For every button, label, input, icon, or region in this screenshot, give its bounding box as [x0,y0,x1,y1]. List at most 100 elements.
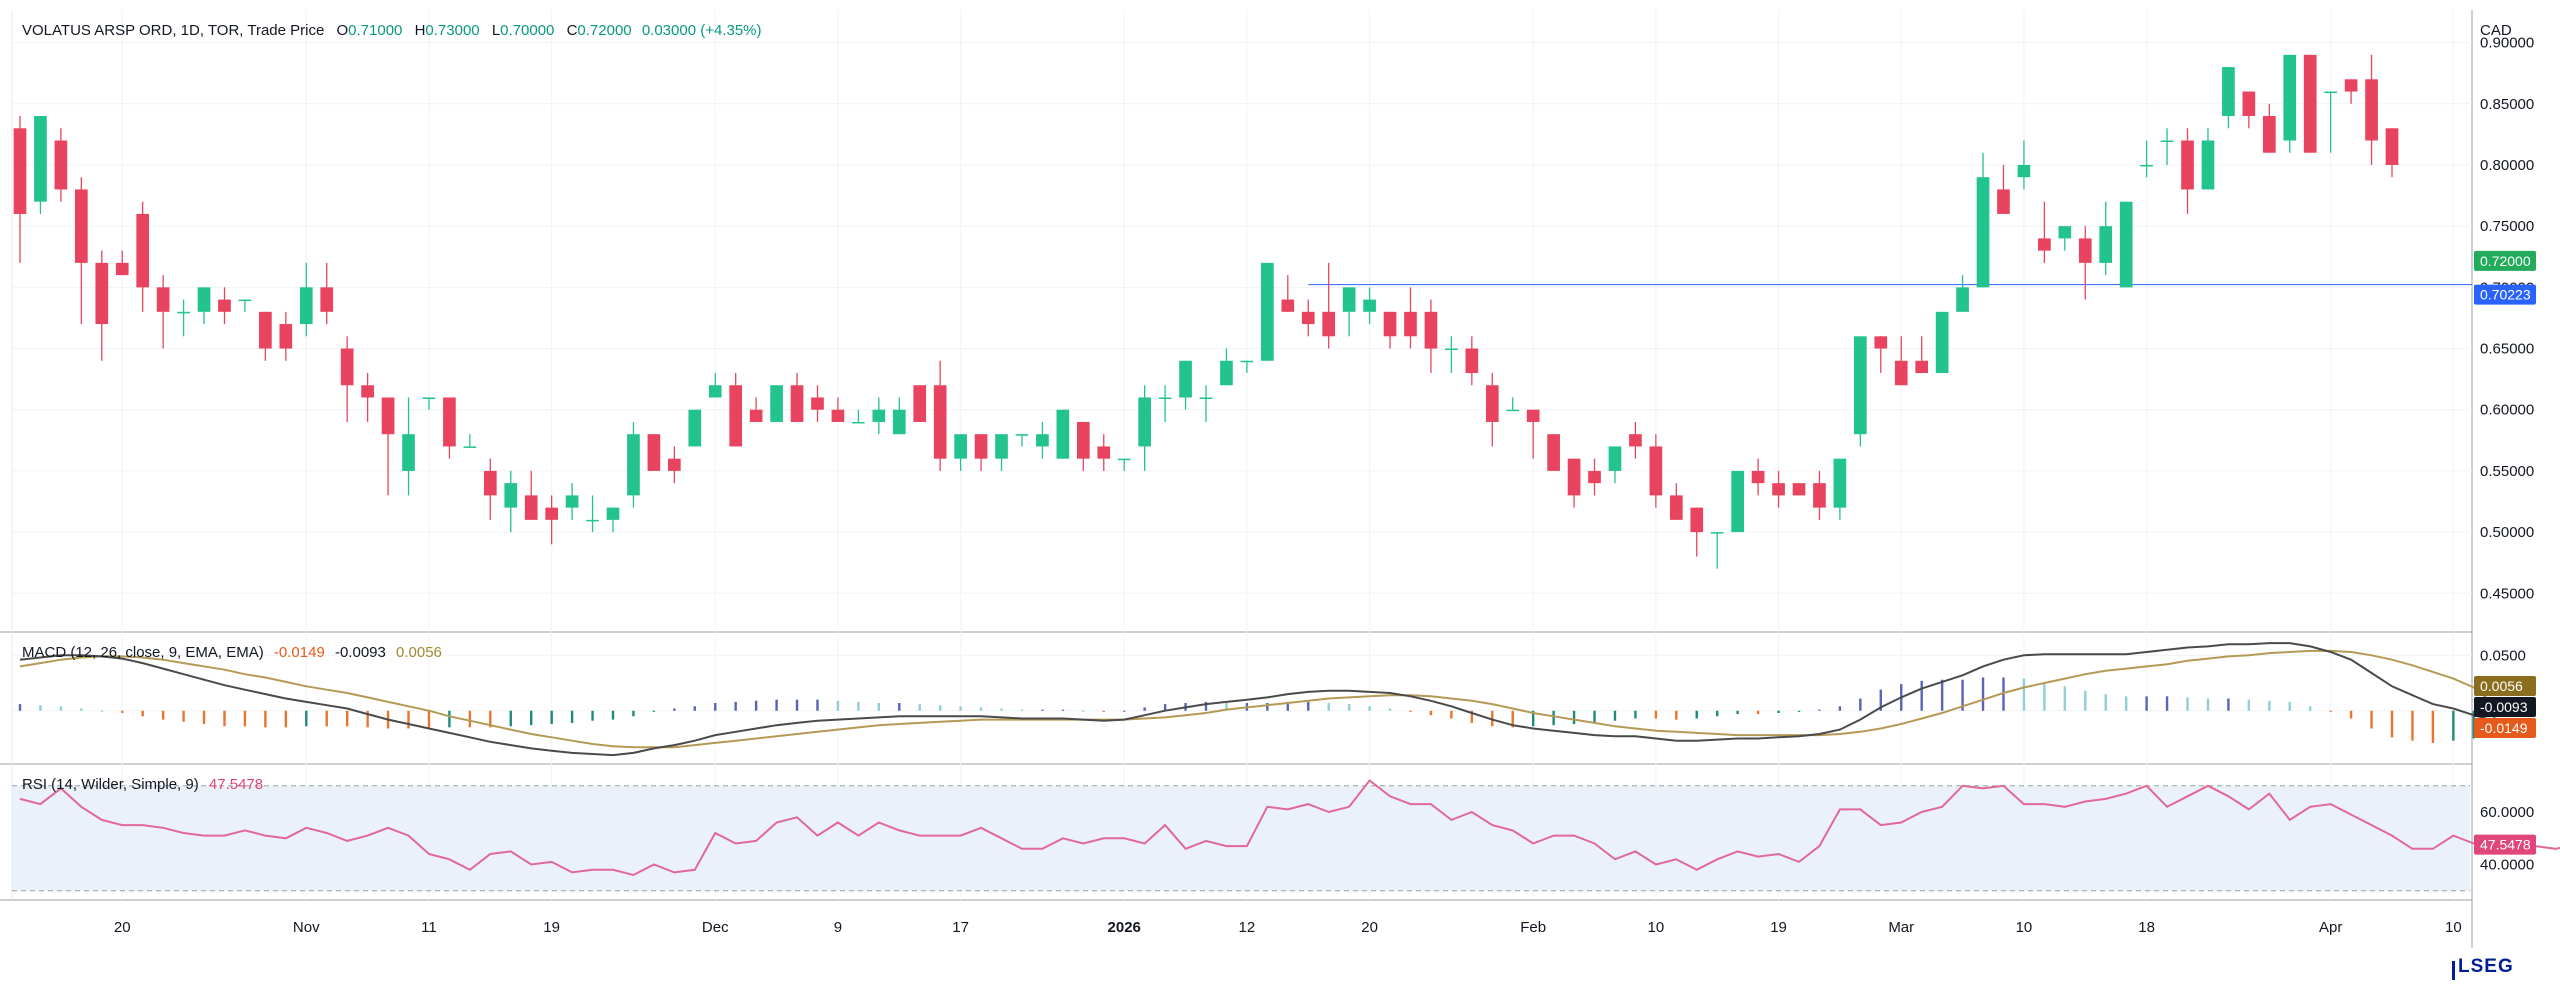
macd-histogram-bar [305,710,308,727]
rsi-band [12,785,2470,891]
candle-body [299,287,313,325]
time-tick-label: 20 [114,919,131,936]
macd-histogram-bar [570,710,574,723]
candle-body [913,385,927,422]
candle-body [565,495,579,508]
macd-histogram-bar [1347,704,1351,711]
open-label: O [336,22,349,39]
reference-price-tag: 0.70223 [2480,287,2531,303]
candle-body [872,409,886,422]
macd-histogram-bar [1307,701,1310,711]
candle-body [2058,226,2072,239]
rsi-line [19,779,2560,877]
candle-body [238,299,252,302]
candle-body [1138,397,1151,447]
candle-body [2385,128,2399,165]
candle-body [2078,238,2092,263]
macd-histogram-bar [1470,710,1474,723]
time-tick-label: 19 [543,919,560,936]
candle-body [2242,91,2256,117]
candle-body [668,458,681,471]
candle-body [1792,483,1806,496]
candle-body [2140,164,2153,167]
macd-histogram-bar [1061,709,1065,711]
candle-body [790,385,804,422]
macd-histogram-bar [877,702,881,711]
macd-histogram-bar [1327,702,1330,711]
candle-body [933,385,947,459]
candle-body [115,262,129,276]
macd-histogram-bar [979,707,983,711]
macd-histogram-bar [1552,710,1555,726]
candle-body [95,262,109,325]
candle-body [1976,177,1990,288]
candle-body [647,434,661,471]
macd-histogram-bar [918,704,921,711]
macd-histogram-bar [223,710,226,727]
macd-tick-label: 0.0500 [2480,647,2526,664]
candle-body [177,311,190,314]
macd-histogram-bar [2022,678,2026,711]
macd-histogram-bar [2104,694,2107,711]
macd-histogram-bar [2288,701,2291,711]
candle-body [1874,336,1888,349]
candle-body [136,213,150,288]
candle-body [75,189,88,263]
signal-line [19,649,2495,749]
macd-histogram-bar [2145,696,2148,711]
macd-value-tag: -0.0093 [2480,699,2528,715]
candle-body [1731,470,1744,533]
macd-histogram-bar [284,710,288,728]
macd-histogram-bar [1204,701,1208,711]
macd-histogram-bar [161,710,165,720]
candle-body [1301,311,1315,325]
macd-histogram-bar [550,710,553,725]
candle-body [995,434,1008,459]
macd-histogram-bar [2227,698,2230,711]
change-value: 0.03000 (+4.35%) [641,22,762,39]
candle-body [1076,421,1090,459]
open-value: 0.71000 [348,22,403,39]
candle-body [1649,446,1663,496]
macd-legend-macd: -0.0093 [334,644,386,661]
candle-body [1629,434,1642,447]
macd-histogram-bar [366,710,369,728]
candle-body [1117,458,1131,461]
time-tick-label: 18 [2138,919,2155,936]
candle-body [811,397,824,410]
macd-histogram-bar [2124,696,2128,711]
macd-histogram-bar [509,710,512,727]
candle-body [1690,507,1704,533]
candle-body [2324,91,2337,94]
macd-histogram-bar [2472,710,2475,739]
low-label: L [491,22,501,39]
macd-histogram-bar [734,701,737,711]
high-label: H [414,22,426,39]
macd-histogram-bar [2329,710,2332,712]
macd-histogram-bar [1572,710,1576,725]
macd-histogram-bar [530,710,533,726]
time-tick-label: Feb [1520,919,1546,936]
macd-histogram-bar [1082,710,1085,712]
candle-body [954,434,967,459]
candle-body [1547,434,1560,471]
candle-body [1956,287,1969,312]
candle-body [974,434,988,459]
candle-body [1506,409,1520,412]
candle-body [1772,483,1785,496]
candle-body [1608,446,1622,471]
candle-body [1567,458,1581,496]
candle-body [1342,287,1356,312]
macd-histogram-bar [39,705,42,711]
macd-histogram-bar [1756,710,1760,715]
macd-histogram-bar [1920,680,1923,711]
macd-histogram-bar [2063,686,2067,711]
candle-body [1854,336,1867,435]
candle-body [483,470,497,496]
rsi-legend: RSI (14, Wilder, Simple, 9) 47.5478 [22,776,263,793]
macd-histogram-bar [1634,710,1637,719]
price-tick-label: 0.65000 [2480,341,2534,358]
candle-body [852,421,865,424]
